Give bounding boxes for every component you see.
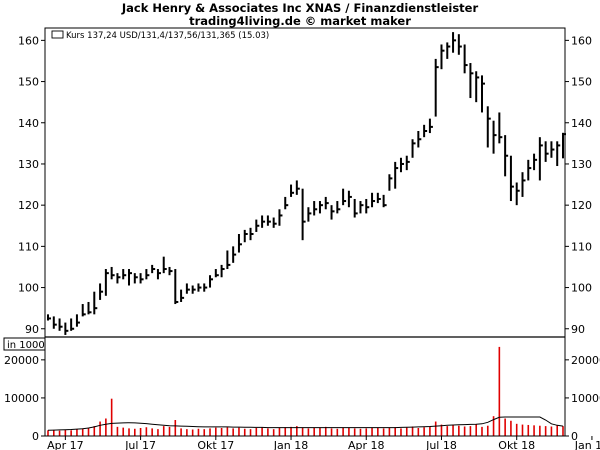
volume-tick-label-left: 10000 [4, 392, 39, 405]
volume-unit-text: in 1000 [7, 340, 45, 351]
price-tick-label-right: 130 [571, 158, 592, 171]
volume-tick-label-left: 0 [32, 430, 39, 443]
chart-subtitle: trading4living.de © market maker [189, 14, 411, 28]
price-tick-label-right: 160 [571, 34, 592, 47]
x-tick-label: Okt 18 [498, 439, 535, 450]
x-tick-label: Jul 17 [124, 439, 156, 450]
x-tick-label: Jan 19 [574, 439, 600, 450]
price-tick-label-left: 140 [18, 117, 39, 130]
legend: Kurs 137,24 USD/131,4/137,56/131,365 (15… [51, 30, 269, 41]
axes: 90 90 100 100 110 110 120 120 130 130 140 140 150 150… [4, 27, 600, 450]
price-tick-label-right: 140 [571, 117, 592, 130]
price-tick-label-left: 90 [25, 323, 39, 336]
legend-text: Kurs 137,24 USD/131,4/137,56/131,365 (15… [66, 31, 269, 41]
price-tick-label-left: 130 [18, 158, 39, 171]
x-tick-label: Jul 18 [425, 439, 457, 450]
x-tick-label: Apr 17 [47, 439, 84, 450]
price-panel [47, 32, 566, 335]
price-tick-label-right: 150 [571, 76, 592, 89]
price-tick-label-right: 90 [571, 323, 585, 336]
volume-average-line [47, 416, 564, 431]
plot-frame [44, 27, 566, 437]
price-tick-label-left: 150 [18, 76, 39, 89]
price-tick-label-left: 110 [18, 240, 39, 253]
legend-swatch [51, 30, 64, 39]
price-tick-label-right: 120 [571, 199, 592, 212]
x-tick-label: Jan 18 [273, 439, 308, 450]
volume-tick-label-right: 10000 [571, 392, 600, 405]
volume-unit-label: in 1000 [3, 337, 46, 351]
price-tick-label-right: 110 [571, 240, 592, 253]
volume-tick-label-right: 20000 [571, 354, 600, 367]
price-tick-label-right: 100 [571, 282, 592, 295]
volume-tick-label-right: 0 [571, 430, 578, 443]
price-tick-label-left: 120 [18, 199, 39, 212]
chart-title: Jack Henry & Associates Inc XNAS / Finan… [121, 1, 479, 15]
x-tick-label: Apr 18 [348, 439, 385, 450]
price-tick-label-left: 160 [18, 34, 39, 47]
volume-panel [47, 346, 564, 436]
price-tick-label-left: 100 [18, 282, 39, 295]
volume-tick-label-left: 20000 [4, 354, 39, 367]
x-tick-label: Okt 17 [197, 439, 234, 450]
